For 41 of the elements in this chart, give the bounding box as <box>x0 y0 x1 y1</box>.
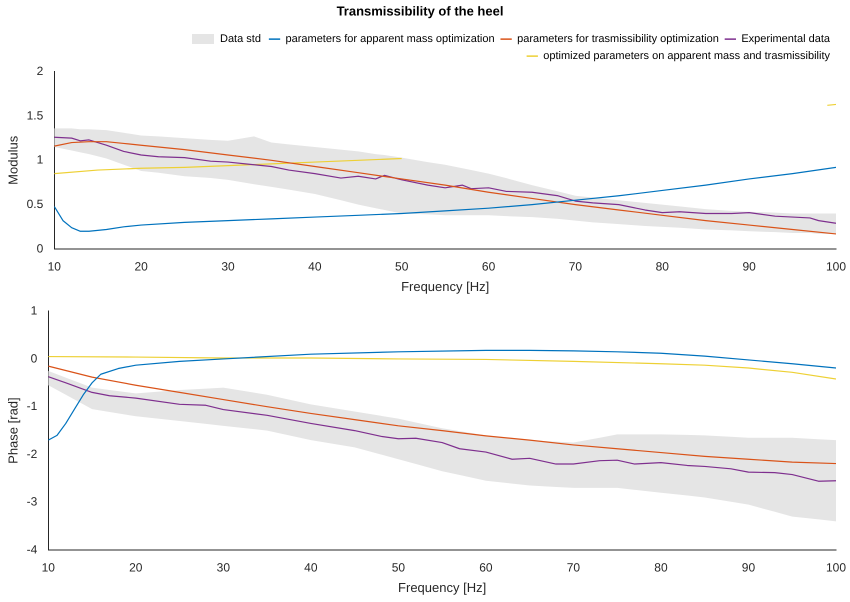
x-axis-title: Frequency [Hz] <box>398 580 486 595</box>
y-tick-label: -4 <box>26 542 38 556</box>
x-tick-label: 100 <box>826 260 846 274</box>
x-tick-label: 20 <box>134 260 148 274</box>
x-tick-label: 50 <box>395 260 409 274</box>
x-tick-label: 90 <box>742 260 756 274</box>
x-tick-label: 40 <box>308 260 322 274</box>
legend-label: Experimental data <box>741 33 831 46</box>
x-tick-label: 80 <box>654 560 668 575</box>
y-tick-label: 0 <box>30 351 38 366</box>
y-tick-label: 2 <box>36 64 44 78</box>
x-axis-title: Frequency [Hz] <box>401 278 490 294</box>
y-tick-label: 0 <box>36 241 44 256</box>
x-tick-label: 70 <box>566 560 580 575</box>
y-tick-label: 1 <box>30 304 38 318</box>
y-tick-label: 0.5 <box>26 196 44 211</box>
chart-title: Transmissibility of the heel <box>336 3 504 18</box>
x-tick-label: 90 <box>742 560 756 575</box>
x-tick-label: 30 <box>221 260 235 274</box>
x-tick-label: 80 <box>656 260 670 274</box>
y-axis-title: Phase [rad] <box>5 397 20 464</box>
x-tick-label: 50 <box>392 560 406 575</box>
x-tick-label: 20 <box>129 560 143 575</box>
y-tick-label: 1.5 <box>26 108 44 122</box>
x-tick-label: 40 <box>304 560 318 575</box>
legend-label: parameters for apparent mass optimization <box>286 33 495 46</box>
legend-label: parameters for trasmissibility optimization <box>517 33 719 46</box>
y-tick-label: -1 <box>26 399 38 414</box>
y-axis-title: Modulus <box>5 135 20 185</box>
legend-label: optimized parameters on apparent mass and trasmissibility <box>543 50 830 62</box>
text: Data std <box>220 33 261 46</box>
x-tick-label: 100 <box>826 560 846 575</box>
x-tick-label: 30 <box>216 560 230 575</box>
x-tick-label: 60 <box>479 560 493 575</box>
y-tick-label: -3 <box>26 494 38 509</box>
y-tick-label: -2 <box>26 446 38 461</box>
x-tick-label: 10 <box>48 260 62 274</box>
y-tick-label: 1 <box>36 152 44 167</box>
x-tick-label: 70 <box>568 260 582 274</box>
x-tick-label: 10 <box>42 560 56 575</box>
x-tick-label: 60 <box>482 260 496 274</box>
